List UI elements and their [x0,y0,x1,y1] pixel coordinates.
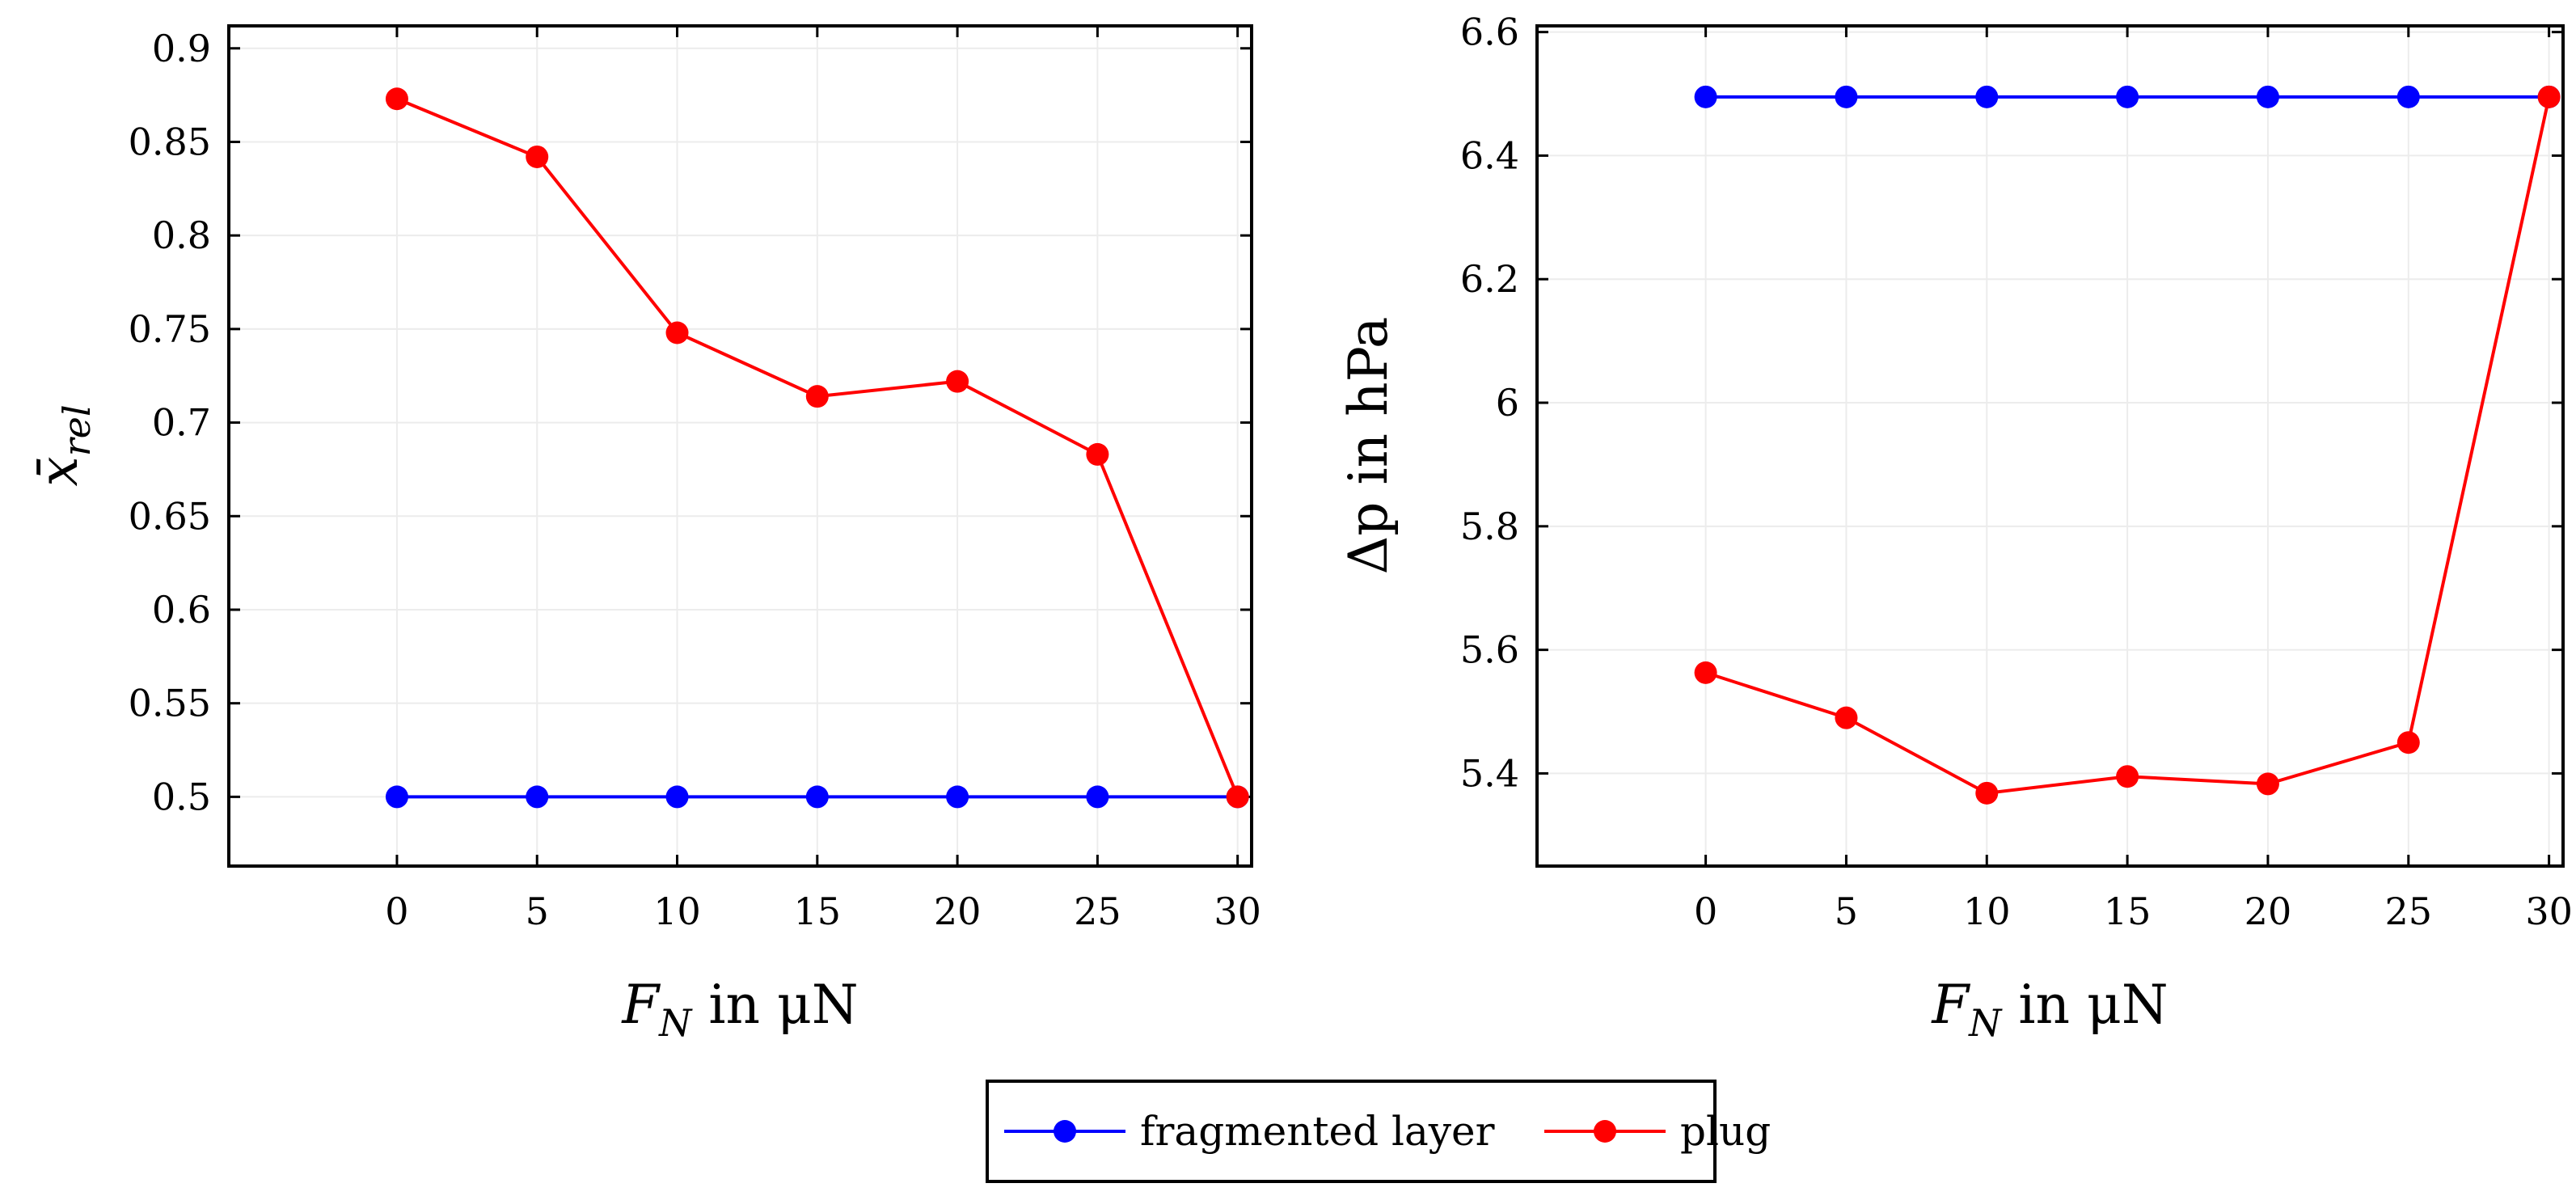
y-tick-label: 0.5 [152,775,211,818]
y-tick-label: 0.8 [152,213,211,257]
series-fragmented-layer [1694,85,2561,108]
x-tick-label: 20 [2244,890,2292,933]
data-point [1694,85,1717,108]
data-point [526,785,549,809]
y-tick-label: 5.4 [1460,751,1519,795]
data-point [805,785,829,809]
data-point [665,785,689,809]
x-tick-label: 5 [526,890,549,933]
y-axis-label: x̄rel [27,404,99,486]
y-tick-label: 0.85 [129,120,211,163]
legend-marker-fragmented-layer [1054,1120,1076,1143]
ticks: 0 5 10 15 20 25 30 0.5 0.55 0.6 0.65 0.7 0.75 0.8 0.85… [129,26,1261,933]
y-tick-label: 6 [1496,381,1519,425]
data-point [2537,85,2561,108]
y-tick-label: 6.4 [1460,133,1519,177]
data-point [1086,785,1109,809]
x-tick-label: 20 [934,890,982,933]
data-point [1694,661,1717,684]
y-tick-label: 0.55 [129,682,211,725]
data-point [385,785,408,809]
y-tick-label: 6.6 [1460,11,1519,54]
y-tick-label: 5.6 [1460,628,1519,672]
y-tick-label: 0.75 [129,307,211,351]
x-tick-label: 0 [385,890,408,933]
x-tick-label: 25 [1074,890,1121,933]
x-tick-label: 30 [1214,890,1261,933]
data-point [805,385,829,408]
ticks: 0 5 10 15 20 25 30 5.4 5.6 5.8 6 6.2 6.4 6.6 [1460,11,2573,933]
y-tick-label: 0.6 [152,588,211,632]
data-point [2397,731,2420,754]
data-point [1835,706,1858,729]
data-point [946,785,969,809]
x-tick-label: 25 [2385,890,2433,933]
x-axis-label: FN in μN [621,974,858,1045]
plot-frame [227,24,1253,868]
x-tick-label: 30 [2525,890,2573,933]
data-point [2397,85,2420,108]
series-plug [1694,85,2561,805]
data-point [2116,85,2139,108]
series-fragmented-layer [385,785,1249,809]
legend: fragmented layer plug [986,1080,1771,1183]
chart-right-delta-p: 0 5 10 15 20 25 30 5.4 5.6 5.8 6 6.2 6.4 6.6 FN in μN Δ… [1337,11,2573,1045]
data-point [665,321,689,344]
data-point [1975,85,1999,108]
data-point [1835,85,1858,108]
data-point [946,370,969,393]
legend-marker-plug [1594,1120,1616,1143]
data-point [385,87,408,111]
data-point [2256,85,2279,108]
x-tick-label: 15 [2104,890,2152,933]
data-point [1975,781,1999,805]
data-point [526,145,549,168]
y-tick-label: 0.65 [129,494,211,538]
x-tick-label: 0 [1694,890,1717,933]
x-tick-label: 10 [653,890,701,933]
y-tick-label: 6.2 [1460,257,1519,301]
series-plug [385,87,1249,809]
y-tick-label: 0.7 [152,401,211,445]
x-tick-label: 10 [1963,890,2011,933]
y-tick-label: 5.8 [1460,505,1519,548]
y-axis-label: Δp in hPa [1337,317,1400,575]
grid [1537,26,2563,866]
x-tick-label: 5 [1835,890,1858,933]
chart-left-xrel: 0 5 10 15 20 25 30 0.5 0.55 0.6 0.65 0.7 0.75 0.8 0.85… [27,24,1261,1045]
data-point [1086,442,1109,466]
x-axis-label: FN in μN [1931,974,2168,1045]
plot-frame [1535,24,2565,868]
legend-label-fragmented-layer: fragmented layer [1140,1108,1495,1155]
data-point [1226,785,1249,809]
x-tick-label: 15 [794,890,842,933]
data-point [2256,772,2279,796]
data-point [2116,765,2139,788]
legend-label-plug: plug [1680,1108,1771,1155]
y-tick-label: 0.9 [152,27,211,70]
